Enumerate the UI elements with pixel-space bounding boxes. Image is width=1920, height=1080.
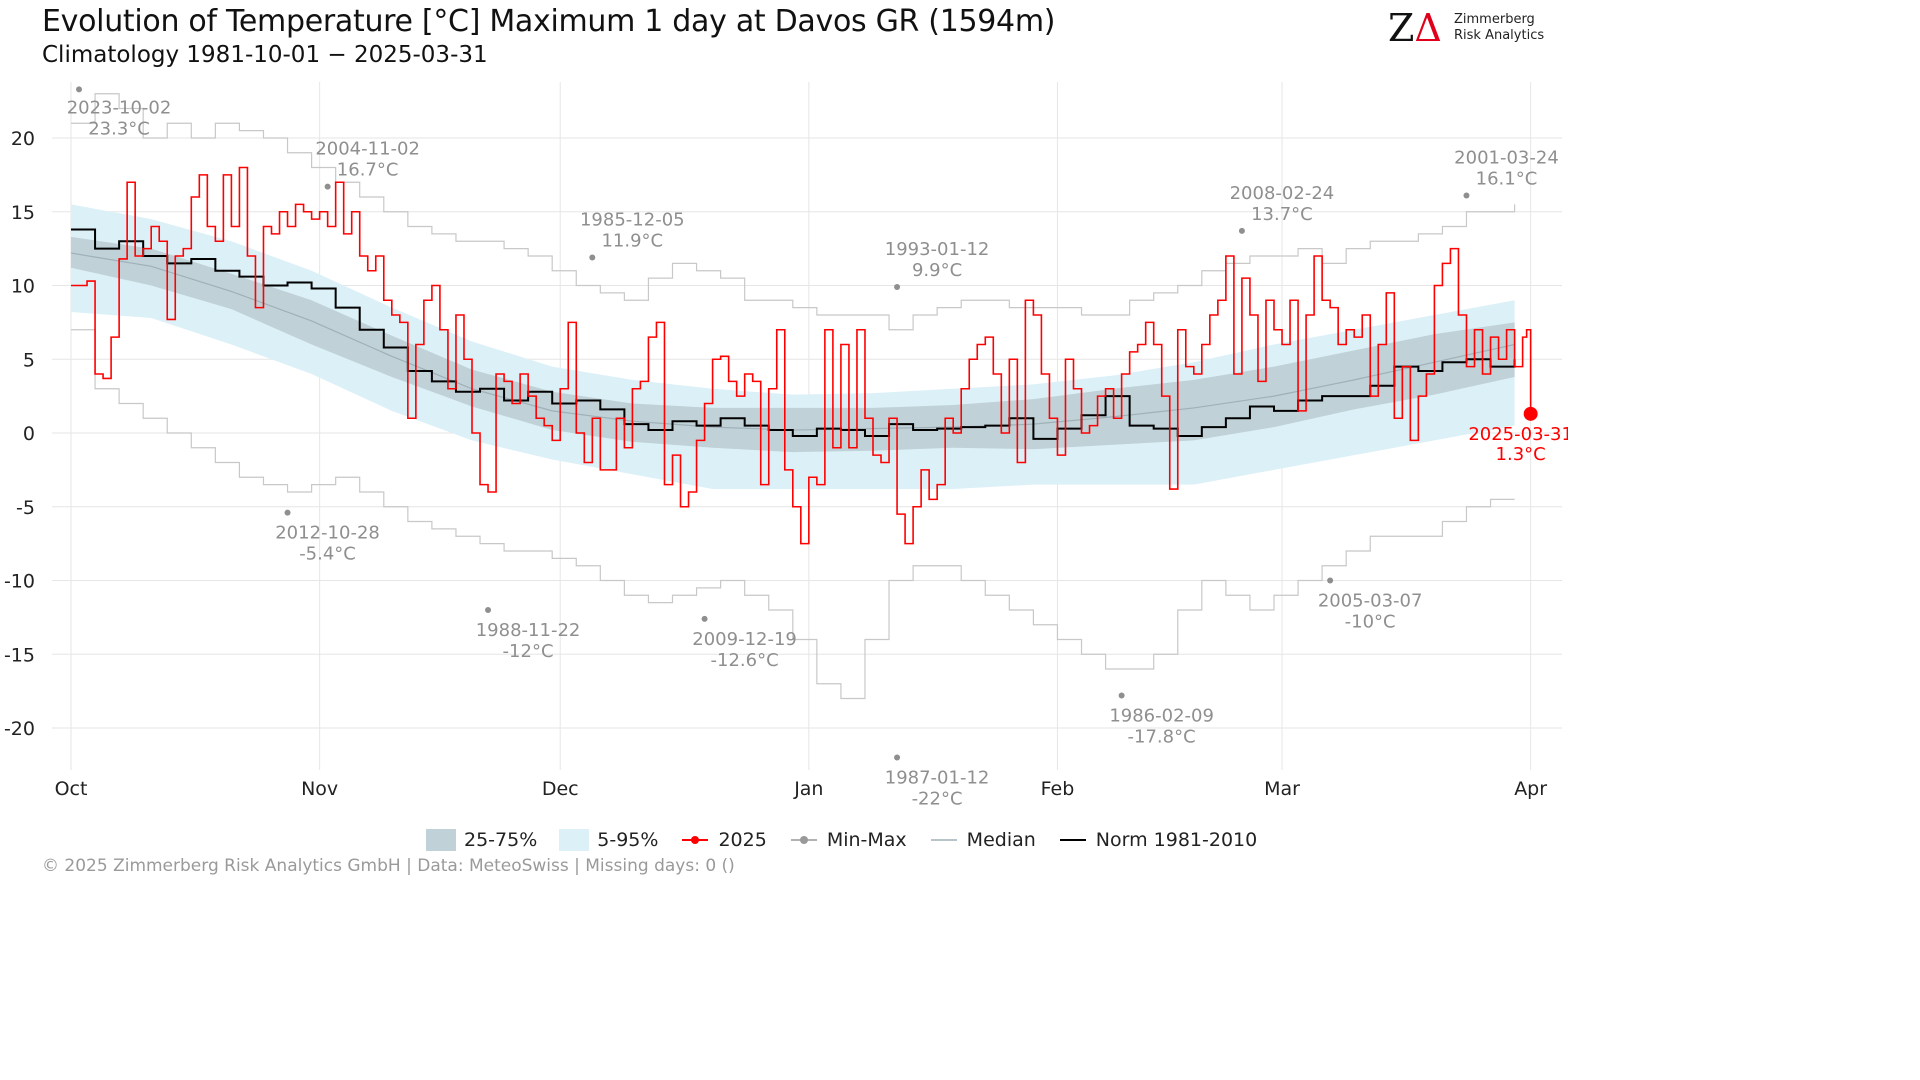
record-point	[894, 283, 901, 290]
record-annotation-date: 2005-03-07	[1318, 591, 1423, 612]
record-annotation-date: 2012-10-28	[275, 523, 380, 544]
record-annotation-value: -17.8°C	[1128, 727, 1196, 748]
chart-legend: 25-75% 5-95% 2025 Min-Max Median Norm 19…	[426, 826, 1279, 854]
legend-label-median: Median	[966, 829, 1036, 851]
record-annotation-value: -12.6°C	[711, 650, 779, 671]
y-tick-label: 0	[23, 423, 35, 445]
record-annotation-value: 16.7°C	[337, 160, 399, 181]
record-annotation-date: 1987-01-12	[885, 768, 990, 789]
record-annotation-value: -5.4°C	[299, 544, 356, 565]
record-max-line	[71, 93, 1516, 331]
record-point	[284, 509, 291, 516]
y-tick-label: 15	[11, 202, 35, 224]
series-layer	[70, 93, 1532, 700]
record-point	[1118, 692, 1125, 699]
current-annotation-value: 1.3°C	[1496, 444, 1546, 465]
record-annotation-value: -22°C	[912, 789, 963, 810]
legend-item-p90: 5-95%	[559, 829, 658, 851]
logo-text: Zimmerberg Risk Analytics	[1454, 12, 1544, 44]
record-annotation-value: 11.9°C	[601, 230, 663, 251]
legend-label-current: 2025	[718, 829, 767, 851]
record-annotation-value: 23.3°C	[88, 118, 150, 139]
x-tick-label: Apr	[1514, 778, 1547, 800]
current-season-line	[71, 166, 1532, 545]
record-min-line	[71, 329, 1515, 700]
current-annotation-date: 2025-03-31	[1468, 424, 1568, 445]
legend-key-norm	[1059, 839, 1086, 841]
x-tick-label: Dec	[542, 778, 579, 800]
current-last-point	[1523, 406, 1538, 421]
x-tick-label: Oct	[55, 778, 88, 800]
record-point	[324, 183, 331, 190]
legend-key-minmax	[790, 836, 817, 844]
legend-label-norm: Norm 1981-2010	[1095, 829, 1258, 851]
legend-key-median	[930, 839, 957, 841]
record-annotation-date: 1993-01-12	[885, 239, 990, 260]
record-point	[894, 754, 901, 761]
y-tick-label: -15	[4, 644, 35, 666]
record-annotation-date: 2004-11-02	[315, 139, 420, 160]
record-point	[1463, 192, 1470, 199]
legend-swatch-p90	[559, 829, 590, 851]
legend-label-p90: 5-95%	[597, 829, 659, 851]
y-tick-label: 10	[11, 276, 35, 298]
record-annotation-value: 9.9°C	[912, 260, 962, 281]
legend-item-median: Median	[929, 829, 1036, 851]
y-tick-label: 20	[11, 128, 35, 150]
record-annotation-value: -12°C	[503, 641, 554, 662]
band-25-75	[71, 236, 1515, 453]
record-point	[76, 86, 83, 93]
x-tick-label: Feb	[1041, 778, 1075, 800]
logo-delta-glyph: Δ	[1414, 6, 1442, 50]
legend-label-minmax: Min-Max	[826, 829, 907, 851]
x-tick-label: Mar	[1264, 778, 1300, 800]
record-annotation-value: -10°C	[1345, 612, 1396, 633]
record-annotation-date: 2001-03-24	[1454, 148, 1559, 169]
legend-item-iqr: 25-75%	[426, 829, 537, 851]
chart-title: Evolution of Temperature [°C] Maximum 1 …	[42, 4, 1056, 39]
legend-label-iqr: 25-75%	[464, 829, 538, 851]
band-layer	[71, 204, 1515, 490]
x-tick-label: Jan	[793, 778, 823, 800]
record-annotation-date: 1988-11-22	[476, 620, 581, 641]
record-point	[701, 615, 708, 622]
record-annotation-value: 16.1°C	[1476, 169, 1538, 190]
y-tick-label: 5	[23, 349, 35, 371]
logo-line-1: Zimmerberg	[1454, 12, 1535, 27]
norm-line	[71, 228, 1516, 440]
record-annotation-date: 1986-02-09	[1109, 706, 1214, 727]
y-tick-label: -20	[4, 718, 35, 740]
x-tick-label: Nov	[301, 778, 338, 800]
record-point	[589, 254, 596, 261]
chart-subtitle: Climatology 1981-10-01 − 2025-03-31	[42, 42, 488, 68]
record-point	[1327, 577, 1334, 584]
record-annotation-date: 2009-12-19	[692, 629, 797, 650]
record-point	[1238, 227, 1245, 234]
logo-mark: ZΔ	[1388, 6, 1442, 50]
record-annotation-date: 2023-10-02	[67, 97, 172, 118]
legend-item-current: 2025	[680, 829, 767, 851]
legend-swatch-iqr	[426, 829, 456, 851]
y-tick-label: -10	[4, 571, 35, 593]
legend-key-current	[682, 836, 709, 844]
y-tick-label: -5	[16, 497, 35, 519]
footer-copyright: © 2025 Zimmerberg Risk Analytics GmbH | …	[42, 856, 735, 876]
record-annotation-date: 2008-02-24	[1230, 183, 1335, 204]
logo-line-2: Risk Analytics	[1454, 28, 1545, 43]
legend-item-minmax: Min-Max	[789, 829, 907, 851]
axis-layer: 20 15 10 5 0 -5 -10 -15 -20 Oct Nov Dec Jan Feb Mar Apr	[4, 128, 1547, 800]
record-point	[485, 607, 492, 613]
company-logo: ZΔ Zimmerberg Risk Analytics	[1388, 6, 1558, 52]
record-annotation-value: 13.7°C	[1251, 204, 1313, 225]
logo-z-glyph: Z	[1388, 6, 1415, 50]
legend-item-norm: Norm 1981-2010	[1058, 829, 1257, 851]
record-annotation-date: 1985-12-05	[580, 209, 685, 230]
